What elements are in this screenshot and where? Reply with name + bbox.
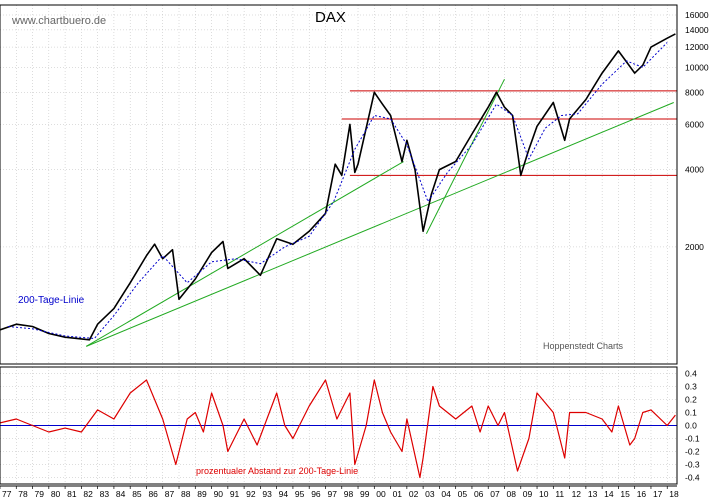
axes: 77 78 79 80 81 82 83 84 85 86 87 88 89 90 91 92 93 94 95 96…: [0, 4, 709, 499]
oscillator-tick-label: 0.3: [685, 382, 697, 392]
oscillator-frame: [0, 366, 678, 485]
y-tick-label: 4000: [685, 165, 704, 175]
x-tick-label: 05: [458, 489, 468, 499]
x-tick-label: 83: [100, 489, 110, 499]
x-tick-label: 97: [327, 489, 337, 499]
x-tick-label: 15: [620, 489, 630, 499]
source-label: www.chartbuero.de: [11, 15, 106, 27]
x-tick-label: 78: [18, 489, 28, 499]
x-tick-label: 16: [637, 489, 647, 499]
x-tick-label: 84: [116, 489, 126, 499]
y-tick-label: 8000: [685, 87, 704, 97]
x-tick-label: 93: [262, 489, 272, 499]
oscillator-tick-label: -0.1: [685, 434, 700, 444]
main-grid: [0, 5, 677, 364]
x-tick-label: 02: [409, 489, 419, 499]
x-tick-label: 00: [376, 489, 386, 499]
oscillator-tick-label: 0.1: [685, 408, 697, 418]
oscillator-tick-label: -0.4: [685, 473, 700, 483]
y-tick-label: 12000: [685, 42, 709, 52]
x-tick-label: 81: [67, 489, 77, 499]
y-tick-label: 6000: [685, 119, 704, 129]
x-tick-label: 82: [83, 489, 93, 499]
y-tick-label: 16000: [685, 10, 709, 20]
oscillator-tick-label: 0.4: [685, 369, 697, 379]
x-tick-label: 90: [214, 489, 224, 499]
x-tick-label: 09: [523, 489, 533, 499]
x-tick-label: 96: [311, 489, 321, 499]
x-tick-label: 92: [246, 489, 256, 499]
x-tick-label: 98: [344, 489, 354, 499]
x-tick-label: 94: [279, 489, 289, 499]
x-tick-label: 88: [181, 489, 191, 499]
oscillator-label: prozentualer Abstand zur 200-Tage-Linie: [196, 466, 358, 476]
x-tick-label: 18: [669, 489, 679, 499]
x-tick-label: 79: [35, 489, 45, 499]
oscillator-tick-label: 0.2: [685, 395, 697, 405]
x-tick-label: 11: [555, 489, 564, 499]
x-tick-label: 10: [539, 489, 549, 499]
oscillator-tick-label: -0.3: [685, 460, 700, 470]
ma200-line: [8, 42, 668, 339]
chart-title: DAX: [315, 9, 346, 26]
x-tick-label: 86: [148, 489, 158, 499]
x-tick-label: 08: [506, 489, 516, 499]
x-tick-label: 03: [425, 489, 435, 499]
x-tick-label: 80: [51, 489, 61, 499]
trendline: [86, 102, 674, 347]
x-tick-label: 89: [197, 489, 207, 499]
y-tick-label: 14000: [685, 25, 709, 35]
x-tick-label: 01: [393, 489, 403, 499]
y-tick-label: 10000: [685, 62, 709, 72]
y-tick-label: 2000: [685, 242, 704, 252]
x-tick-label: 13: [588, 489, 598, 499]
trendline: [86, 161, 404, 347]
x-tick-label: 14: [604, 489, 614, 499]
x-tick-label: 07: [490, 489, 500, 499]
trendline: [425, 78, 505, 235]
credit-label: Hoppenstedt Charts: [543, 341, 624, 351]
main-marks: [0, 33, 677, 347]
x-tick-label: 77: [2, 489, 12, 499]
x-tick-label: 99: [360, 489, 370, 499]
x-tick-label: 17: [653, 489, 663, 499]
oscillator-tick-label: 0.0: [685, 421, 697, 431]
oscillator-tick-label: -0.2: [685, 447, 700, 457]
ma200-distance-line: [0, 379, 676, 479]
x-tick-label: 91: [230, 489, 240, 499]
dax-price-line: [0, 33, 676, 341]
oscillator-marks: [0, 379, 677, 479]
x-tick-label: 04: [441, 489, 451, 499]
x-tick-label: 85: [132, 489, 142, 499]
x-tick-label: 87: [165, 489, 175, 499]
ma200-legend-label: 200-Tage-Linie: [18, 295, 85, 306]
x-tick-label: 06: [474, 489, 484, 499]
x-tick-label: 95: [295, 489, 305, 499]
main-frame: [0, 4, 678, 365]
x-tick-label: 12: [572, 489, 582, 499]
